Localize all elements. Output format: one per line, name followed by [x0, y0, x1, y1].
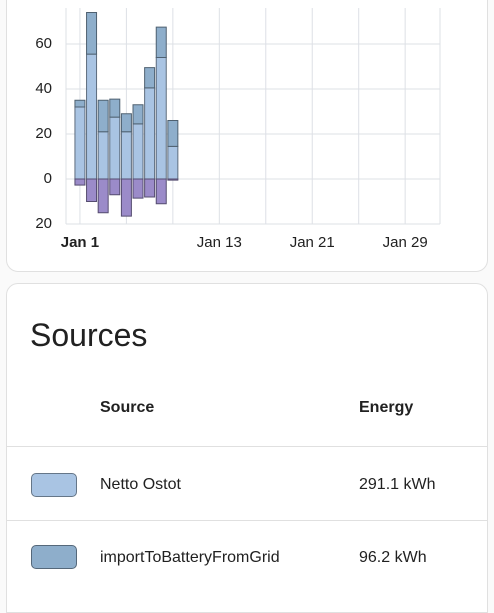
x-tick-label: Jan 13: [197, 234, 242, 251]
divider: [7, 520, 487, 521]
column-header: Source: [100, 399, 155, 416]
bar-segment: [120, 131, 132, 180]
chart: 60 40 20 0 20 Jan 1 Jan 13 Jan 21 Jan 29: [35, 8, 441, 251]
bar-segment: [97, 131, 109, 180]
source-name: Netto Ostot: [100, 476, 181, 493]
y-tick-label: 20: [35, 125, 52, 142]
bar-segment: [120, 178, 132, 217]
bar-segment: [167, 178, 179, 181]
divider: [7, 446, 487, 447]
bar-segment: [167, 120, 179, 147]
x-tick-label: Jan 29: [383, 234, 428, 251]
bar-segment: [86, 178, 98, 202]
color-swatch: [31, 545, 77, 569]
y-tick-label: 0: [44, 170, 52, 187]
bar-segment: [144, 67, 156, 89]
bar-segment: [144, 178, 156, 198]
card-title: Sources: [30, 317, 148, 353]
bar-segment: [155, 26, 167, 58]
bar-segment: [97, 178, 109, 214]
bar-segment: [109, 98, 121, 118]
x-tick-label: Jan 21: [290, 234, 335, 251]
source-name: importToBatteryFromGrid: [100, 549, 280, 566]
bar-segment: [86, 53, 98, 180]
bar-segment: [74, 178, 86, 186]
page: 60 40 20 0 20 Jan 1 Jan 13 Jan 21 Jan 29 Sources…: [6, 0, 488, 613]
y-tick-label: 40: [35, 80, 52, 97]
sources-card: Sources Source Energy Netto Ostot 291.1 …: [6, 283, 488, 613]
bar-segment: [109, 116, 121, 180]
bar-segment: [97, 99, 109, 133]
bar-segment: [109, 178, 121, 196]
energy-value: 96.2 kWh: [359, 549, 427, 566]
bar-segment: [155, 57, 167, 180]
bar-segment: [144, 87, 156, 180]
bar-segment: [132, 123, 144, 180]
column-header: Energy: [359, 399, 414, 416]
bar-segment: [74, 106, 86, 180]
y-tick-label: 60: [35, 35, 52, 52]
color-swatch: [31, 473, 77, 497]
y-tick-label: 20: [35, 215, 52, 232]
bar-segment: [74, 99, 86, 108]
bar-segment: [132, 104, 144, 125]
energy-value: 291.1 kWh: [359, 476, 436, 493]
bar-segment: [86, 12, 98, 55]
x-tick-label: Jan 1: [61, 234, 99, 251]
bar-segment: [167, 145, 179, 180]
bar-segment: [132, 178, 144, 199]
bar-segment: [120, 113, 132, 133]
bar-segment: [155, 178, 167, 205]
